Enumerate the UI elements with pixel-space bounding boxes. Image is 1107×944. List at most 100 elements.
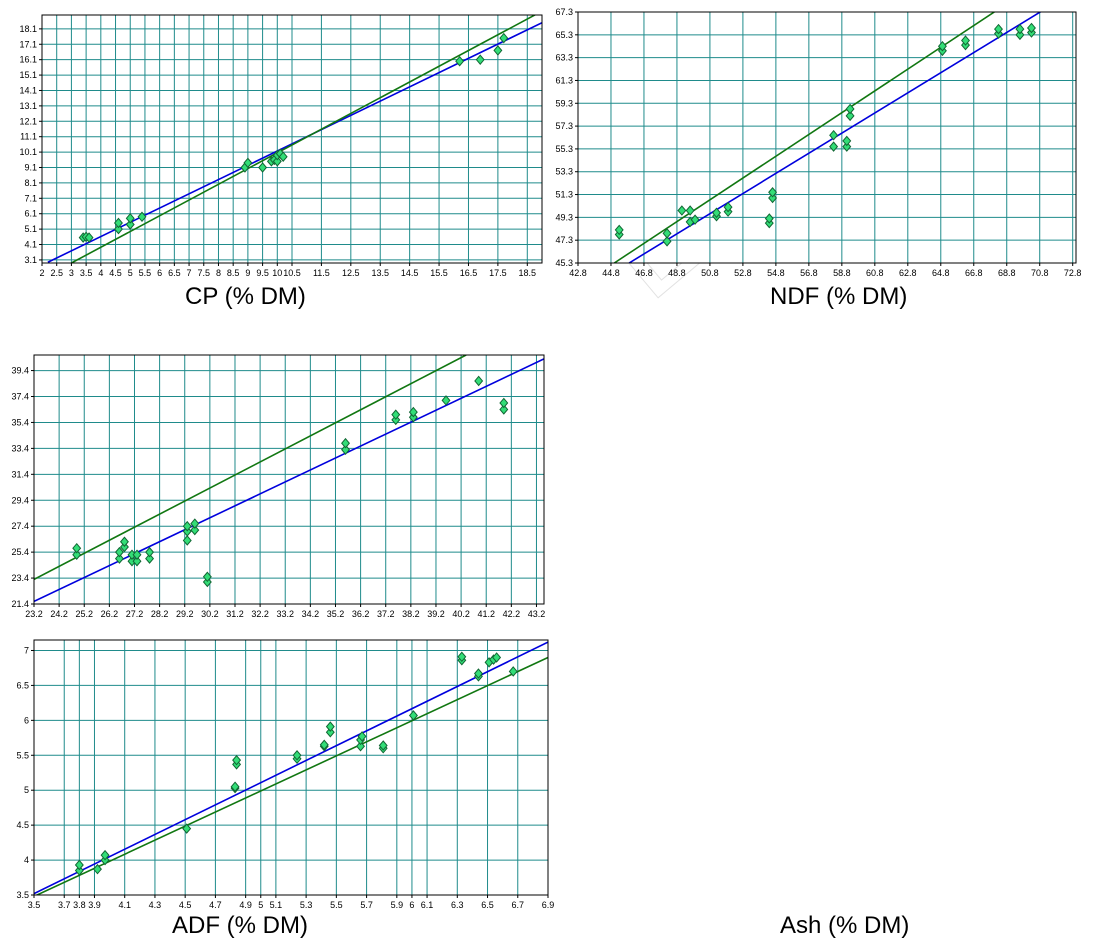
data-point <box>182 823 192 834</box>
data-point <box>341 444 351 455</box>
data-point <box>182 535 192 546</box>
x-tick-label: 6.9 <box>542 900 555 910</box>
x-tick-label: 39.2 <box>427 609 445 619</box>
x-tick-label: 7 <box>187 268 192 278</box>
ash-chart-caption: ADF (% DM) <box>172 912 308 939</box>
y-tick-label: 15.1 <box>19 70 37 80</box>
data-point <box>114 546 124 558</box>
fit-line-green <box>613 12 996 263</box>
data-point <box>72 549 82 560</box>
x-tick-label: 58.8 <box>833 268 851 278</box>
x-tick-label: 4.7 <box>209 900 222 910</box>
x-tick-label: 5.1 <box>270 900 283 910</box>
y-tick-label: 67.3 <box>555 7 573 17</box>
x-tick-label: 5.3 <box>300 900 313 910</box>
x-tick-label: 4.5 <box>109 268 122 278</box>
x-tick-label: 6.3 <box>451 900 464 910</box>
data-point <box>132 555 142 567</box>
x-tick-label: 56.8 <box>800 268 818 278</box>
y-tick-label: 25.4 <box>11 547 29 557</box>
data-point <box>113 217 123 229</box>
data-point <box>937 40 947 52</box>
data-point <box>100 849 110 861</box>
x-tick-label: 32.2 <box>251 609 269 619</box>
y-tick-label: 4.1 <box>24 240 37 250</box>
data-point <box>455 55 465 67</box>
data-point <box>475 54 485 65</box>
data-point <box>125 219 135 230</box>
data-point <box>230 781 240 792</box>
data-point <box>677 205 687 216</box>
y-tick-label: 51.3 <box>555 190 573 200</box>
data-point <box>508 666 518 677</box>
y-tick-label: 39.4 <box>11 366 29 376</box>
x-tick-label: 7.5 <box>198 268 211 278</box>
data-point <box>712 207 721 219</box>
x-tick-label: 27.2 <box>126 609 144 619</box>
x-tick-label: 15.5 <box>430 268 448 278</box>
x-tick-label: 8.5 <box>227 268 240 278</box>
data-point <box>829 129 839 141</box>
plot-area <box>578 12 1076 263</box>
y-tick-label: 65.3 <box>555 30 573 40</box>
data-point <box>842 141 852 152</box>
data-point <box>125 213 135 224</box>
y-tick-label: 23.4 <box>11 573 29 583</box>
x-tick-label: 12.5 <box>342 268 360 278</box>
data-point <box>499 404 509 415</box>
data-point <box>145 546 155 558</box>
data-point <box>258 162 268 173</box>
y-tick-label: 4.5 <box>16 820 29 830</box>
data-point <box>441 395 451 406</box>
data-points <box>78 32 509 243</box>
data-point <box>492 652 502 663</box>
y-tick-label: 8.1 <box>24 178 37 188</box>
y-tick-label: 33.4 <box>11 443 29 453</box>
data-point <box>325 721 335 732</box>
fit-line-green <box>34 355 467 581</box>
x-tick-label: 3 <box>69 268 74 278</box>
x-tick-label: 10.5 <box>283 268 301 278</box>
x-tick-label: 4.5 <box>179 900 192 910</box>
y-tick-label: 18.1 <box>19 24 37 34</box>
data-point <box>325 726 335 738</box>
data-point <box>499 32 509 44</box>
x-tick-label: 3.8 <box>73 900 86 910</box>
data-point <box>93 863 102 875</box>
x-tick-label: 30.2 <box>201 609 219 619</box>
x-tick-label: 5 <box>258 900 263 910</box>
data-point <box>662 236 672 247</box>
ndf-chart: 42.8 44.8 46.8 48.8 50.8 52.8 54.8 56.8 58.8 60.8… <box>555 7 1081 278</box>
x-tick-label: 5 <box>128 268 133 278</box>
data-point <box>1015 23 1025 35</box>
data-point <box>137 211 147 223</box>
data-point <box>114 553 124 564</box>
x-tick-label: 26.2 <box>101 609 119 619</box>
x-tick-label: 48.8 <box>668 268 686 278</box>
x-tick-label: 3.9 <box>88 900 101 910</box>
x-tick-label: 13.5 <box>371 268 389 278</box>
y-tick-label: 9.1 <box>24 162 37 172</box>
adf-chart: 23.2 24.2 25.2 26.2 27.2 28.2 29.2 30.2 31.2 32.2… <box>11 354 545 619</box>
x-tick-label: 25.2 <box>75 609 93 619</box>
x-tick-label: 16.5 <box>460 268 478 278</box>
ndf-caption: NDF (% DM) <box>770 283 908 310</box>
fit-line-green <box>71 15 537 263</box>
data-point <box>132 549 142 560</box>
y-tick-label: 7.1 <box>24 193 37 203</box>
plot-frame <box>41 14 543 264</box>
x-tick-label: 6.5 <box>168 268 181 278</box>
y-tick-label: 5.1 <box>24 224 37 234</box>
y-tick-label: 14.1 <box>19 85 37 95</box>
y-tick-label: 53.3 <box>555 167 573 177</box>
plot-frame <box>33 354 545 605</box>
x-tick-label: 6.7 <box>512 900 525 910</box>
fit-lines <box>34 641 548 895</box>
data-point <box>685 205 695 216</box>
x-tick-label: 31.2 <box>226 609 244 619</box>
y-tick-label: 29.4 <box>11 495 29 505</box>
x-tick-label: 11.5 <box>313 268 330 278</box>
x-tick-label: 34.2 <box>302 609 320 619</box>
x-tick-label: 24.2 <box>50 609 68 619</box>
data-point <box>84 232 94 243</box>
